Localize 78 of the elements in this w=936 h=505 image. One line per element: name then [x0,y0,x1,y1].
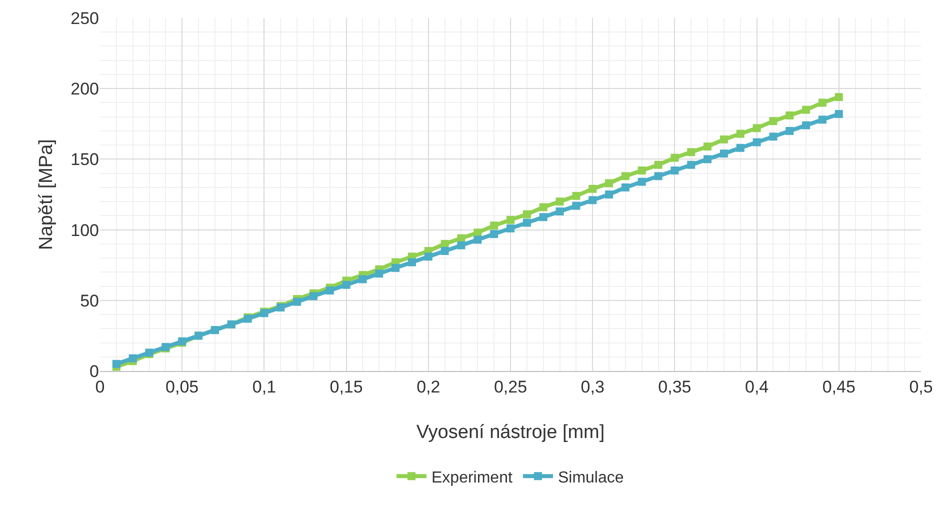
point [556,207,564,216]
point [588,184,597,193]
point [654,160,662,169]
y-tick-label: 50 [80,291,99,310]
x-tick-label: 0,05 [166,377,199,396]
point [539,213,548,222]
point [506,224,514,232]
point [670,154,679,162]
point [128,354,137,362]
point [720,150,728,158]
point [293,298,302,306]
point [605,190,614,198]
point [687,160,696,169]
y-axis-title: Napětí [MPa] [36,139,57,250]
point [736,144,744,152]
y-tick-label: 250 [70,8,99,28]
point [309,292,318,300]
x-tick-label: 0,45 [822,377,856,396]
point [802,121,810,130]
y-tick-label: 0 [90,362,99,381]
point [670,166,679,174]
x-axis-title: Vyosení nástroje [mm] [416,422,605,443]
y-tick-label: 200 [70,80,99,99]
point [490,222,498,230]
x-tick-label: 0,3 [580,377,604,396]
point [392,264,400,272]
point [506,216,514,224]
point [752,138,761,146]
point [736,130,744,138]
point [474,236,482,244]
point [621,172,630,180]
point [818,116,826,124]
point [687,148,696,156]
y-tick-label: 100 [70,220,99,240]
point [112,360,120,368]
legend-label: Experiment [432,469,513,486]
point [654,172,662,180]
point [326,286,334,295]
x-tick-label: 0,25 [494,377,528,396]
x-tick-label: 0,4 [744,377,769,396]
point [786,111,794,120]
point [720,135,728,144]
point [522,210,531,218]
point [769,132,778,141]
point [638,178,646,186]
point [457,241,466,250]
point [588,196,597,204]
x-tick-label: 0,2 [416,377,440,396]
point [704,142,712,150]
y-tick-label: 150 [70,150,99,170]
point [818,98,826,107]
point [342,280,350,289]
point [802,106,810,114]
point [375,270,384,278]
legend-label: Simulace [558,469,624,486]
point [704,155,712,164]
point [539,203,548,212]
point [621,183,630,192]
point [440,246,449,255]
point [769,117,778,126]
point [572,202,580,210]
point [556,198,564,206]
point [424,252,432,261]
x-tick-label: 0,35 [658,377,692,396]
point [605,179,614,188]
point [834,93,843,102]
x-tick-label: 0,1 [252,377,276,396]
point [572,192,580,200]
point [358,275,367,284]
point [834,110,843,118]
x-tick-label: 0,15 [330,377,363,396]
point [522,218,531,227]
point [752,124,761,132]
point [638,166,646,174]
point [786,126,794,135]
point [408,258,416,266]
x-tick-label: 0,5 [909,377,933,396]
point [490,230,498,238]
